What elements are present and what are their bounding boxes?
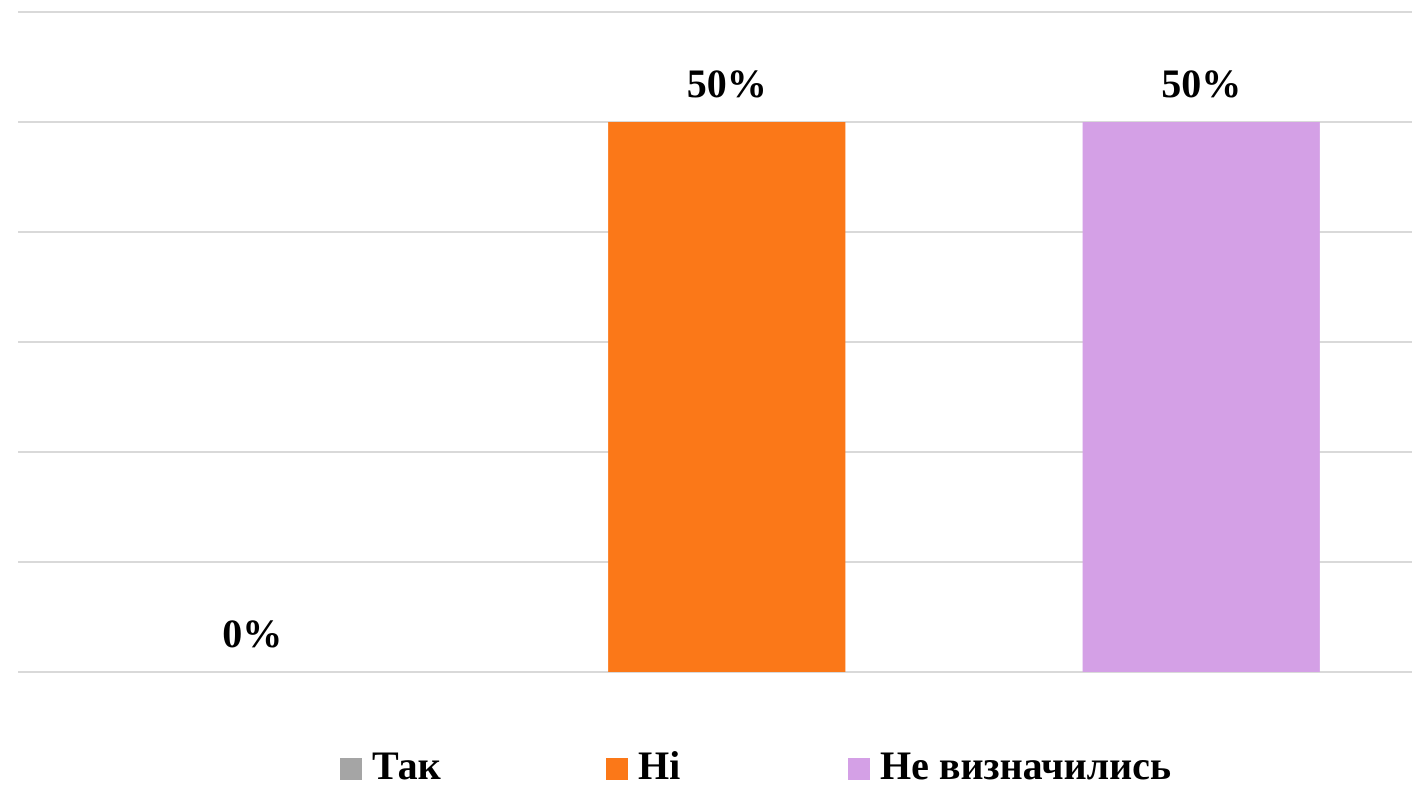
bar xyxy=(1082,122,1320,672)
legend-swatch xyxy=(340,758,362,780)
bar xyxy=(608,122,846,672)
data-label: 0% xyxy=(222,611,282,656)
legend-label: Ні xyxy=(638,743,680,787)
legend-label: Так xyxy=(372,743,441,787)
legend-swatch xyxy=(848,758,870,780)
legend-label: Не визначились xyxy=(880,743,1171,787)
data-label: 50% xyxy=(687,61,767,106)
data-label: 50% xyxy=(1161,61,1241,106)
legend-swatch xyxy=(606,758,628,780)
